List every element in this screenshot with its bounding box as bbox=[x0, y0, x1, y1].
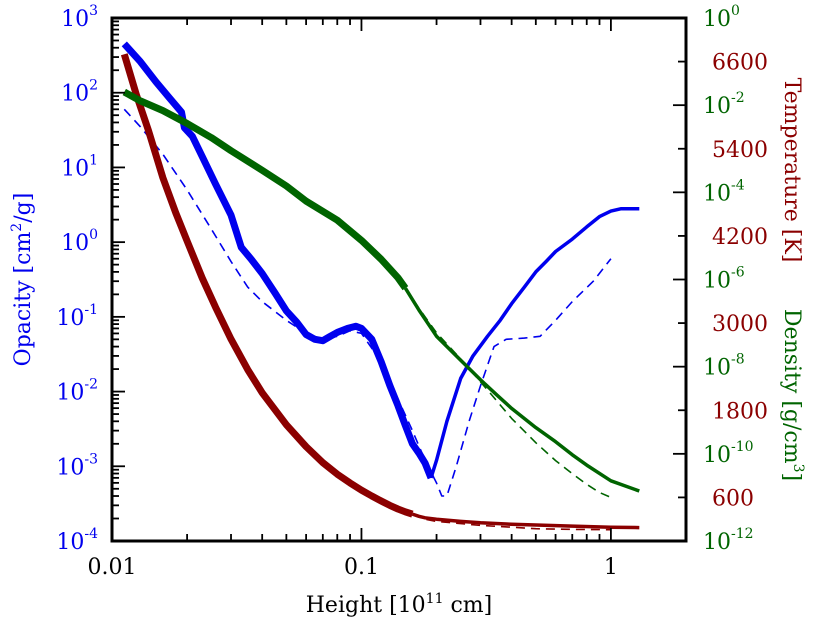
axis-ticks bbox=[111, 17, 687, 542]
temperature-axis-title: Temperature [K] bbox=[779, 78, 804, 263]
density-axis-title: Density [g/cm3] bbox=[779, 309, 806, 481]
left-y-tick-label: 10-1 bbox=[56, 302, 98, 331]
temperature-thick-series-line-3 bbox=[120, 53, 414, 518]
opacity-medium-series-line-1 bbox=[429, 206, 640, 479]
temperature-dashed-series-line-5 bbox=[412, 513, 611, 531]
density-tick-label: 10-10 bbox=[703, 439, 754, 468]
x-tick-label: 0.01 bbox=[88, 555, 137, 580]
temperature-tick-label: 600 bbox=[712, 486, 754, 511]
density-tick-label: 10-2 bbox=[703, 90, 745, 119]
left-y-tick-label: 10-3 bbox=[56, 451, 98, 480]
temperature-tick-label: 1800 bbox=[712, 399, 768, 424]
left-y-axis-title: Opacity [cm2/g] bbox=[9, 193, 36, 367]
x-tick-label: 0.1 bbox=[344, 555, 379, 580]
tick-labels: 0.01 0.1 1 10-4 10-3 10-2 10-1 100 101 102 103 10-1… bbox=[56, 3, 768, 580]
temperature-tick-label: 6600 bbox=[712, 51, 768, 76]
x-axis-title: Height [1011 cm] bbox=[306, 591, 493, 618]
plot-lines bbox=[120, 41, 640, 531]
left-y-tick-label: 100 bbox=[61, 227, 98, 256]
density-thick-series-line-6 bbox=[122, 88, 409, 291]
x-tick-label: 1 bbox=[604, 555, 618, 580]
left-y-tick-label: 10-4 bbox=[56, 526, 98, 555]
opacity-thick-series-line-0 bbox=[121, 41, 435, 480]
temperature-tick-label: 3000 bbox=[712, 312, 768, 337]
temperature-tick-label: 4200 bbox=[712, 225, 768, 250]
left-y-tick-label: 102 bbox=[61, 78, 98, 107]
left-y-tick-label: 103 bbox=[61, 3, 98, 32]
density-tick-label: 10-12 bbox=[703, 526, 754, 555]
density-dashed-series-line-8 bbox=[404, 287, 612, 499]
left-y-tick-label: 10-2 bbox=[56, 377, 98, 406]
density-tick-label: 10-6 bbox=[703, 265, 745, 294]
density-medium-series-line-7 bbox=[403, 287, 640, 493]
density-tick-label: 10-8 bbox=[703, 352, 745, 381]
density-tick-label: 10-4 bbox=[703, 177, 745, 206]
density-tick-label: 100 bbox=[703, 3, 740, 32]
temperature-tick-label: 5400 bbox=[712, 138, 768, 163]
left-y-tick-label: 101 bbox=[61, 152, 98, 181]
temperature-medium-series-line-4 bbox=[411, 512, 640, 530]
opacity-dashed-series-line-2 bbox=[123, 108, 612, 497]
